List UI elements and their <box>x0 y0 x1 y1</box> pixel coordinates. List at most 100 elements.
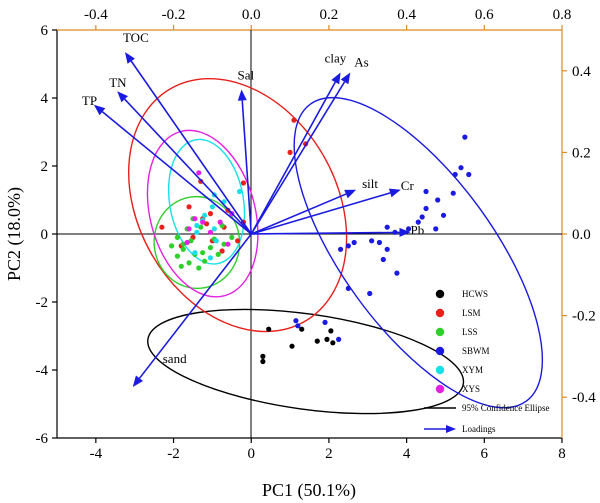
point-xym-2 <box>202 212 208 218</box>
point-hcws-4 <box>299 326 305 332</box>
point-hcws-0 <box>260 353 266 359</box>
point-lss-0 <box>168 243 175 249</box>
point-lsm-1 <box>287 149 293 155</box>
loading-line-silt <box>250 193 347 235</box>
loading-line-sal <box>241 100 253 235</box>
point-sbwm-2 <box>466 171 472 178</box>
point-sbwm-24 <box>345 285 351 291</box>
loading-line-as <box>250 81 346 235</box>
confidence-ellipses <box>127 77 544 415</box>
point-sbwm-15 <box>369 238 375 244</box>
point-sbwm-3 <box>452 171 458 178</box>
point-lss-13 <box>180 246 186 252</box>
point-lss-19 <box>200 250 206 256</box>
point-lss-11 <box>188 238 194 244</box>
point-sbwm-17 <box>384 246 390 252</box>
point-sbwm-11 <box>415 219 421 225</box>
legend-label-xym: XYM <box>462 365 483 375</box>
loading-label-tp: TP <box>82 93 97 108</box>
right-tick-label: -0.2 <box>572 309 596 325</box>
loading-label-silt: silt <box>362 176 378 191</box>
point-hcws-7 <box>328 328 334 334</box>
y-tick-label: 4 <box>41 91 49 107</box>
point-lss-10 <box>221 241 227 247</box>
point-hcws-2 <box>266 326 272 332</box>
loading-arrowhead-tn <box>117 91 129 103</box>
point-sbwm-20 <box>337 246 344 252</box>
top-tick-label: 0.0 <box>242 7 261 23</box>
point-sbwm-25 <box>295 323 301 329</box>
x-tick-label: -2 <box>167 446 180 462</box>
point-lss-3 <box>186 260 192 266</box>
point-lss-20 <box>229 234 235 240</box>
point-xym-6 <box>213 238 219 244</box>
y-tick-label: -4 <box>36 363 49 379</box>
point-lss-5 <box>196 265 202 271</box>
point-xym-5 <box>194 229 200 235</box>
point-lsm-5 <box>186 204 192 210</box>
axis-ticks: -4 -2 0 2 4 6 8 -6 -4 -2 0 2 4 6 -0.4 -0.2 0.0 0.2 0.4 0.6 0… <box>36 7 597 462</box>
y-tick-label: -6 <box>36 431 49 447</box>
right-tick-label: 0.0 <box>572 227 591 243</box>
point-sbwm-28 <box>336 336 342 342</box>
point-sbwm-26 <box>293 318 299 324</box>
point-sbwm-18 <box>351 239 357 246</box>
top-tick-label: -0.4 <box>84 7 108 23</box>
point-xys-0 <box>196 170 202 176</box>
loading-arrowhead-tp <box>93 104 106 116</box>
loading-line-clay <box>250 81 336 235</box>
loading-line-tn <box>124 98 252 235</box>
loading-line-pb <box>251 231 400 235</box>
point-xym-0 <box>236 188 243 195</box>
point-xys-6 <box>217 219 223 225</box>
point-sbwm-5 <box>423 188 429 195</box>
loading-arrowhead-cr <box>388 188 401 198</box>
legend-label-sbwm: SBWM <box>462 346 490 356</box>
legend-marker-xys <box>435 384 445 394</box>
x-axis-title: PC1 (50.1%) <box>262 480 356 501</box>
loading-arrowhead-silt <box>344 189 357 199</box>
loading-label-sand: sand <box>163 351 187 366</box>
loading-line-cr <box>251 192 391 235</box>
loading-arrowhead-clay <box>331 72 341 85</box>
point-xym-8 <box>207 255 214 261</box>
point-sbwm-8 <box>440 212 447 218</box>
loading-label-toc: TOC <box>123 30 149 45</box>
legend-marker-sbwm <box>435 346 445 356</box>
point-sbwm-4 <box>450 190 456 196</box>
top-tick-label: -0.2 <box>162 7 186 23</box>
sample-points <box>159 117 472 365</box>
x-tick-label: 8 <box>558 446 566 462</box>
loading-arrowhead-as <box>340 72 351 85</box>
point-xym-7 <box>192 250 198 256</box>
y-tick-label: 6 <box>41 23 49 39</box>
point-hcws-6 <box>324 336 330 342</box>
point-sbwm-0 <box>462 134 468 140</box>
point-lsm-10 <box>203 221 210 227</box>
point-sbwm-1 <box>458 165 464 171</box>
point-xys-8 <box>225 241 231 247</box>
point-lss-14 <box>198 224 204 230</box>
x-tick-label: 0 <box>247 446 255 462</box>
y-tick-label: 0 <box>41 227 49 243</box>
ellipse-lsm <box>127 77 348 333</box>
point-lsm-11 <box>159 224 165 230</box>
loading-arrowhead-toc <box>124 52 135 64</box>
y-tick-label: -2 <box>36 295 49 311</box>
ellipse-lss <box>153 195 241 290</box>
loading-arrowhead-sal <box>237 89 247 101</box>
point-lss-6 <box>202 258 208 264</box>
x-tick-label: 6 <box>481 446 489 462</box>
point-xys-2 <box>200 219 206 225</box>
loading-arrowhead-sand <box>132 375 144 387</box>
point-xys-5 <box>184 239 190 246</box>
point-sbwm-21 <box>380 256 386 263</box>
legend-marker-lss <box>435 327 445 337</box>
loading-label-cr: Cr <box>401 178 415 193</box>
y-tick-label: 2 <box>41 159 49 175</box>
legend-ellipse-label: 95% Confidence Ellipse <box>462 403 549 413</box>
loading-label-as: As <box>354 55 368 70</box>
loading-label-sal: Sal <box>238 68 255 83</box>
point-lss-2 <box>180 241 186 247</box>
point-lss-18 <box>178 263 184 269</box>
